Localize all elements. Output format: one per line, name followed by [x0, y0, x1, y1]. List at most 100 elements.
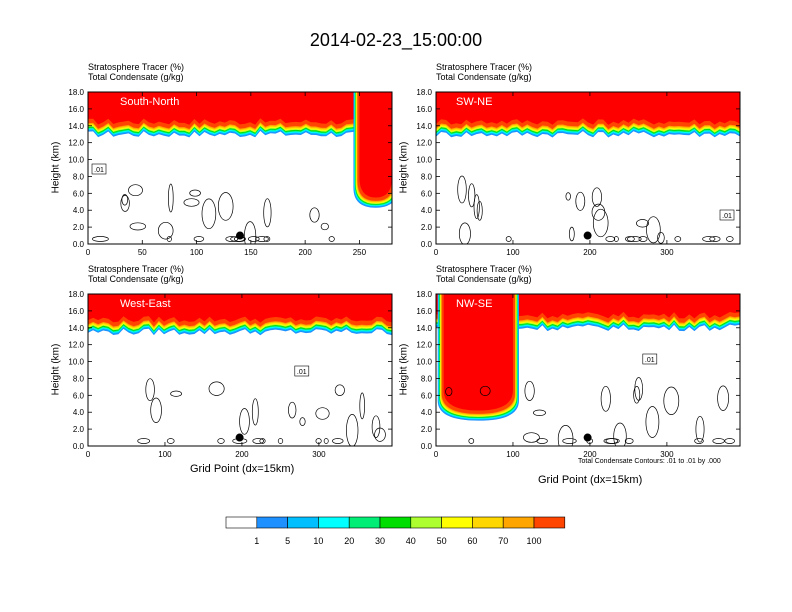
condensate-contour: [646, 216, 661, 244]
panel-1: .01 South-North 0.0 2.0 4.0 6.0 8.0 10.0 12.0 14.…: [68, 88, 393, 257]
panel-2-title-condensate: Total Condensate (g/kg): [436, 72, 532, 82]
condensate-contour: [457, 175, 467, 204]
condensate-contour: [613, 236, 619, 242]
condensate-contour: [145, 378, 155, 402]
condensate-contour: [626, 236, 642, 242]
x-tick-label: 0: [86, 450, 91, 459]
y-tick-label: 12.0: [416, 139, 432, 148]
condensate-contour: [613, 422, 627, 446]
y-tick-label: 2.0: [73, 425, 85, 434]
y-tick-label: 16.0: [68, 307, 84, 316]
intrusion-layer-1: [359, 92, 392, 198]
contour-label: .01: [91, 163, 107, 175]
x-tick-label: 250: [353, 248, 367, 257]
y-tick-label: 4.0: [73, 408, 85, 417]
y-tick-label: 6.0: [421, 189, 433, 198]
intrusion-layer-1: [443, 294, 513, 411]
contour-note: Total Condensate Contours: .01 to .01 by…: [578, 458, 721, 465]
condensate-contour: [323, 438, 329, 444]
condensate-contour: [299, 417, 306, 426]
condensate-contour: [239, 408, 250, 435]
condensate-contour: [183, 198, 200, 207]
condensate-contour: [533, 409, 546, 416]
condensate-contour: [346, 414, 359, 446]
condensate-contour: [137, 438, 151, 444]
contour-label-text: .01: [94, 167, 104, 174]
condensate-contour: [524, 380, 535, 401]
tracer-layer-1: [436, 92, 740, 125]
condensate-contour: [638, 236, 648, 242]
condensate-contour: [702, 236, 716, 242]
condensate-contour: [591, 203, 606, 221]
condensate-contour: [479, 385, 491, 396]
condensate-contour: [663, 386, 680, 415]
colorbar-swatch: [472, 516, 504, 529]
y-tick-label: 12.0: [416, 341, 432, 350]
y-tick-label: 6.0: [73, 189, 85, 198]
x-tick-label: 0: [434, 450, 439, 459]
condensate-contour: [255, 236, 269, 242]
x-tick-label: 200: [235, 450, 249, 459]
condensate-contour: [263, 236, 271, 242]
condensate-contour: [458, 222, 471, 244]
condensate-contour: [591, 187, 602, 207]
condensate-contour: [712, 438, 725, 444]
condensate-contour: [189, 189, 201, 197]
condensate-contour: [309, 207, 320, 223]
condensate-contour: [674, 236, 682, 242]
panel-label: West-East: [120, 298, 171, 310]
y-tick-label: 6.0: [421, 391, 433, 400]
colorbar-label: 30: [375, 536, 385, 546]
condensate-contour: [277, 438, 284, 444]
y-tick-label: 14.0: [416, 324, 432, 333]
condensate-contour: [217, 438, 225, 444]
y-tick-label: 16.0: [416, 307, 432, 316]
y-tick-label: 10.0: [68, 156, 84, 165]
condensate-contour: [128, 184, 143, 197]
condensate-contour: [248, 236, 260, 242]
x-tick-label: 0: [86, 248, 91, 257]
condensate-contour: [568, 226, 575, 242]
colorbar-label: 10: [313, 536, 323, 546]
condensate-contour: [636, 219, 649, 228]
y-tick-label: 18.0: [68, 290, 84, 299]
y-tick-label: 0.0: [421, 442, 433, 451]
condensate-contour: [468, 183, 476, 208]
panel-3-title-tracer: Stratosphere Tracer (%): [88, 264, 185, 274]
y-tick-label: 10.0: [416, 156, 432, 165]
condensate-contour: [634, 377, 643, 401]
panel-3: .01 West-East 0.0 2.0 4.0 6.0 8.0 10.0 12.0 14.0 1…: [68, 290, 393, 459]
x-tick-label: 200: [583, 450, 597, 459]
condensate-contour: [476, 200, 483, 221]
x-tick-label: 200: [583, 248, 597, 257]
condensate-contour: [328, 236, 335, 242]
condensate-contour: [625, 236, 635, 242]
y-tick-label: 0.0: [421, 240, 433, 249]
condensate-contour: [468, 438, 475, 444]
location-marker: [236, 231, 244, 240]
condensate-contour: [244, 221, 257, 244]
condensate-contour: [633, 386, 641, 404]
contour-label: .01: [294, 365, 310, 377]
colorbar-label: 70: [498, 536, 508, 546]
x-tick-label: 150: [244, 248, 258, 257]
condensate-contour: [166, 236, 172, 242]
y-tick-label: 12.0: [68, 139, 84, 148]
panel-1-field: [88, 92, 392, 244]
condensate-contour: [170, 390, 182, 397]
condensate-contour: [505, 236, 512, 242]
condensate-contour: [208, 381, 225, 396]
plot-frame: [435, 91, 741, 245]
y-tick-label: 18.0: [68, 88, 84, 97]
panel-1-title-condensate: Total Condensate (g/kg): [88, 72, 184, 82]
colorbar-label: 1: [254, 536, 259, 546]
colorbar-swatch: [502, 516, 535, 529]
colorbar-label: 40: [406, 536, 416, 546]
y-tick-label: 16.0: [416, 105, 432, 114]
condensate-contour: [150, 397, 162, 423]
x-tick-label: 0: [434, 248, 439, 257]
condensate-contour: [201, 198, 217, 230]
panel-label: South-North: [120, 96, 179, 108]
condensate-contour: [263, 198, 272, 228]
panel-2-title-tracer: Stratosphere Tracer (%): [436, 62, 533, 72]
